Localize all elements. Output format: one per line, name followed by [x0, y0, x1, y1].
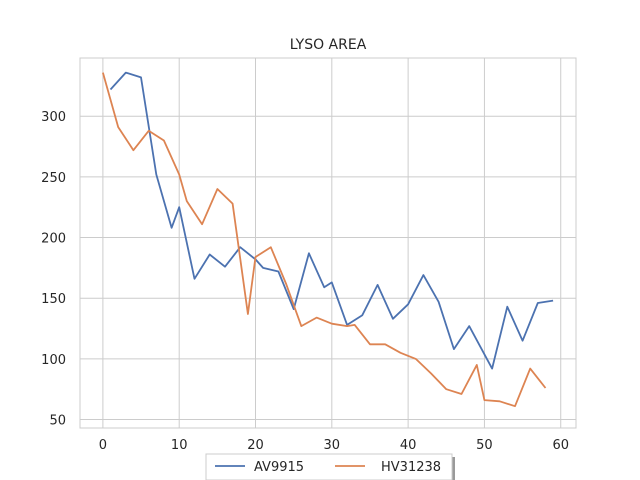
legend: AV9915 HV31238 — [205, 453, 455, 480]
legend-label-av9915: AV9915 — [254, 460, 304, 475]
y-tick-label: 250 — [41, 171, 66, 186]
y-tick-label: 300 — [41, 110, 66, 125]
y-tick-label: 100 — [41, 353, 66, 368]
y-tick-label: 150 — [41, 292, 66, 307]
legend-box — [205, 453, 453, 480]
x-tick-label: 50 — [476, 438, 493, 453]
x-tick-label: 30 — [324, 438, 341, 453]
x-tick-label: 60 — [552, 438, 569, 453]
tick-labels: 0 10 20 30 40 50 60 50 100 150 200 250 300 — [41, 110, 569, 453]
series-layer — [102, 71, 554, 408]
x-tick-label: 0 — [99, 438, 107, 453]
x-tick-label: 20 — [247, 438, 264, 453]
x-tick-label: 10 — [171, 438, 188, 453]
series-line-hv31238 — [102, 72, 547, 408]
grid — [80, 58, 576, 428]
series-line-av9915 — [109, 71, 554, 370]
chart-title: LYSO AREA — [290, 37, 367, 53]
y-tick-label: 50 — [49, 414, 66, 429]
plot-frame — [79, 57, 577, 429]
legend-label-hv31238: HV31238 — [381, 460, 441, 475]
plot-area — [80, 58, 576, 428]
y-tick-label: 200 — [41, 232, 66, 247]
x-tick-label: 40 — [400, 438, 417, 453]
